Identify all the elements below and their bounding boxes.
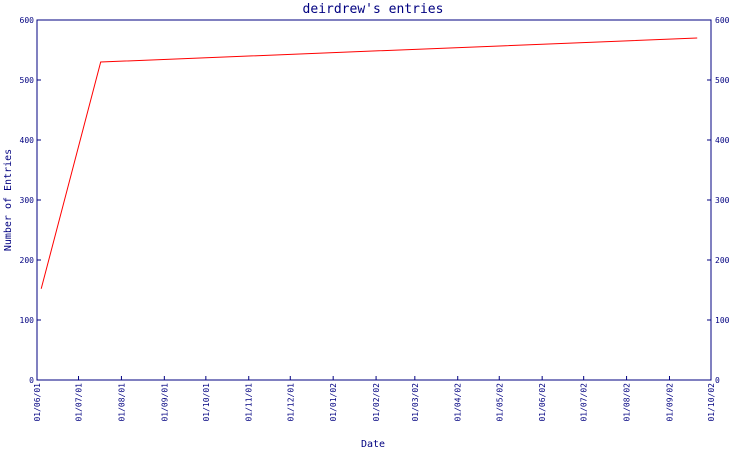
x-axis: 01/06/01 01/07/01 01/08/01 01/09/01 01/10/01… bbox=[33, 376, 716, 422]
plot-frame bbox=[36, 19, 712, 381]
y-axis-right: 0 100 200 300 400 500 600 bbox=[707, 16, 730, 385]
y-tick-label-right: 100 bbox=[715, 316, 730, 325]
x-tick-label: 01/10/01 bbox=[202, 383, 211, 422]
x-tick-label: 01/07/01 bbox=[75, 383, 84, 422]
y-tick-label-left: 500 bbox=[20, 76, 35, 85]
y-tick-label-left: 300 bbox=[20, 196, 35, 205]
x-axis-label: Date bbox=[361, 439, 385, 450]
x-tick-label: 01/02/02 bbox=[372, 383, 381, 422]
x-tick-label: 01/06/02 bbox=[538, 383, 547, 422]
chart-title: deirdrew's entries bbox=[303, 2, 444, 17]
x-tick-label: 01/08/02 bbox=[623, 383, 632, 422]
x-tick-label: 01/11/01 bbox=[245, 383, 254, 422]
x-tick-label: 01/05/02 bbox=[495, 383, 504, 422]
x-tick-label: 01/10/02 bbox=[707, 383, 716, 422]
series-line bbox=[40, 37, 698, 289]
x-tick-label: 01/03/02 bbox=[411, 383, 420, 422]
y-axis-left: 0 100 200 300 400 500 600 bbox=[20, 16, 41, 385]
x-tick-label: 01/01/02 bbox=[329, 383, 338, 422]
y-tick-label-right: 600 bbox=[715, 16, 730, 25]
y-axis-label: Number of Entries bbox=[3, 149, 14, 251]
x-tick-label: 01/04/02 bbox=[454, 383, 463, 422]
y-tick-label-left: 200 bbox=[20, 256, 35, 265]
plot-border bbox=[36, 19, 712, 381]
y-tick-label-left: 600 bbox=[20, 16, 35, 25]
y-tick-label-left: 400 bbox=[20, 136, 35, 145]
y-tick-label-right: 400 bbox=[715, 136, 730, 145]
x-tick-label: 01/09/01 bbox=[160, 383, 169, 422]
x-tick-label: 01/06/01 bbox=[33, 383, 42, 422]
x-tick-label: 01/07/02 bbox=[580, 383, 589, 422]
y-tick-label-right: 200 bbox=[715, 256, 730, 265]
y-tick-label-right: 0 bbox=[715, 376, 720, 385]
series-group bbox=[40, 37, 698, 289]
y-tick-label-left: 0 bbox=[29, 376, 34, 385]
y-tick-label-right: 500 bbox=[715, 76, 730, 85]
x-tick-label: 01/08/01 bbox=[117, 383, 126, 422]
x-tick-label: 01/12/01 bbox=[286, 383, 295, 422]
y-tick-label-right: 300 bbox=[715, 196, 730, 205]
x-tick-label: 01/09/02 bbox=[665, 383, 674, 422]
y-tick-label-left: 100 bbox=[20, 316, 35, 325]
